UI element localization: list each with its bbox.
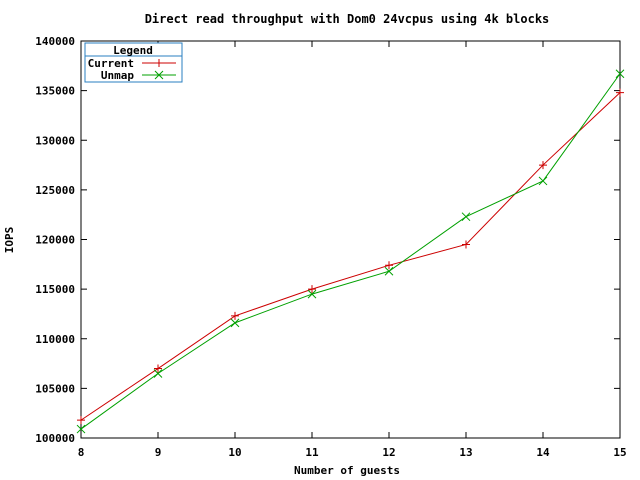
series-unmap-point xyxy=(615,69,625,79)
series-layer xyxy=(76,69,625,434)
y-tick-label: 120000 xyxy=(35,234,75,247)
plot-border xyxy=(80,40,621,439)
series-current-point xyxy=(308,285,316,294)
y-tick-label: 115000 xyxy=(35,283,75,296)
legend-marker-current xyxy=(155,59,163,67)
series-unmap-point xyxy=(461,212,471,222)
plot-area xyxy=(80,40,621,439)
y-tick-label: 100000 xyxy=(35,432,75,445)
x-tick-label: 14 xyxy=(536,446,550,459)
chart-title: Direct read throughput with Dom0 24vcpus… xyxy=(145,12,550,26)
series-current-point xyxy=(231,311,239,320)
y-tick-label: 130000 xyxy=(35,134,75,147)
series-unmap-point xyxy=(153,369,163,378)
y-tick-label: 125000 xyxy=(35,184,75,197)
series-unmap-point xyxy=(230,318,240,328)
x-tick-label: 13 xyxy=(459,446,472,459)
x-axis-label: Number of guests xyxy=(294,464,400,477)
y-tick-label: 110000 xyxy=(35,333,75,346)
series-unmap-line xyxy=(80,73,621,430)
series-current-line xyxy=(80,92,621,421)
series-current-point xyxy=(154,364,162,373)
series-current-point xyxy=(616,88,624,97)
y-axis-label: IOPS xyxy=(3,227,16,254)
x-tick-label: 9 xyxy=(155,446,162,459)
legend-label-unmap: Unmap xyxy=(101,69,134,82)
x-tick-label: 11 xyxy=(305,446,319,459)
y-tick-label: 140000 xyxy=(35,35,75,48)
x-tick-label: 12 xyxy=(382,446,395,459)
legend-title: Legend xyxy=(113,44,153,57)
y-axis-ticks: 100000 105000 110000 115000 120000 125000 1300… xyxy=(35,35,620,445)
series-unmap-point xyxy=(76,424,86,434)
series-unmap-point xyxy=(538,176,548,186)
series-unmap xyxy=(76,69,625,434)
legend-label-current: Current xyxy=(88,57,134,70)
series-current xyxy=(77,88,624,425)
series-current-point xyxy=(385,261,393,270)
series-current-point xyxy=(77,416,85,425)
x-tick-label: 10 xyxy=(228,446,241,459)
series-current-point xyxy=(462,240,470,249)
x-tick-label: 8 xyxy=(78,446,85,459)
series-unmap-point xyxy=(307,289,317,299)
y-tick-label: 105000 xyxy=(35,382,75,395)
y-tick-label: 135000 xyxy=(35,85,75,98)
series-unmap-point xyxy=(384,266,394,276)
x-tick-label: 15 xyxy=(613,446,626,459)
series-current-point xyxy=(539,161,547,170)
x-axis-ticks: 8 9 10 11 12 13 14 15 xyxy=(78,41,627,459)
legend-marker-unmap xyxy=(154,70,164,80)
